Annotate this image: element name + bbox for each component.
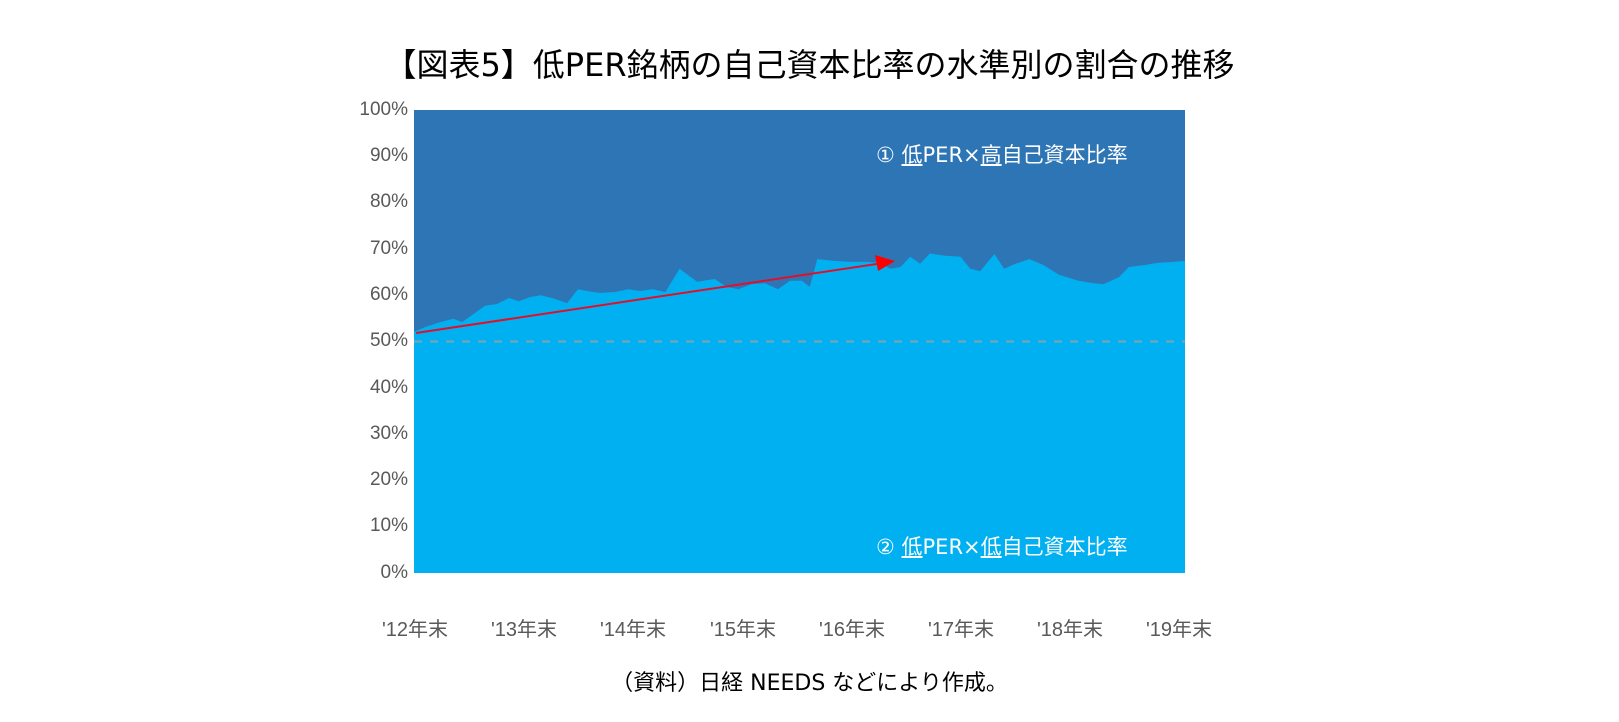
- chart-title: 【図表5】低PER銘柄の自己資本比率の水準別の割合の推移: [384, 46, 1235, 84]
- y-tick-label: 60%: [369, 284, 408, 305]
- y-tick-label: 30%: [369, 423, 408, 444]
- lower-area-label: ② 低PER×低自己資本比率: [876, 531, 1128, 561]
- label-suffix: 自己資本比率: [1001, 535, 1128, 559]
- x-tick-label: '16年末: [818, 619, 886, 641]
- x-tick-label: '14年末: [599, 619, 667, 641]
- trend-arrow: [415, 260, 894, 334]
- source-note: （資料）日経 NEEDS などにより作成。: [611, 671, 1008, 696]
- y-tick-label: 50%: [369, 330, 408, 351]
- label-suffix: 自己資本比率: [1001, 143, 1128, 167]
- arrow-head-icon: [875, 255, 895, 271]
- y-tick-label: 90%: [369, 145, 408, 166]
- label-low-emphasis-2: 低: [980, 535, 1002, 559]
- area-low-equity-ratio: [414, 253, 1185, 573]
- y-tick-label: 70%: [369, 238, 408, 259]
- x-tick-label: '15年末: [709, 619, 777, 641]
- y-tick-label: 100%: [359, 99, 408, 120]
- label-low-emphasis: 低: [901, 535, 923, 559]
- y-tick-label: 0%: [380, 562, 408, 583]
- y-tick-label: 40%: [369, 377, 408, 398]
- y-tick-label: 20%: [369, 469, 408, 490]
- upper-area-label: ① 低PER×高自己資本比率: [876, 139, 1128, 169]
- x-tick-label: '17年末: [927, 619, 995, 641]
- label-per: PER×: [922, 535, 981, 559]
- x-tick-label: '13年末: [490, 619, 558, 641]
- label-per: PER×: [922, 143, 981, 167]
- x-tick-label: '12年末: [381, 619, 449, 641]
- y-tick-label: 10%: [369, 515, 408, 536]
- x-tick-label: '19年末: [1145, 619, 1213, 641]
- y-tick-label: 80%: [369, 191, 408, 212]
- label-number: ②: [876, 535, 902, 559]
- x-tick-label: '18年末: [1036, 619, 1104, 641]
- label-low-emphasis: 低: [901, 143, 923, 167]
- label-high-emphasis: 高: [980, 143, 1002, 167]
- label-number: ①: [876, 143, 902, 167]
